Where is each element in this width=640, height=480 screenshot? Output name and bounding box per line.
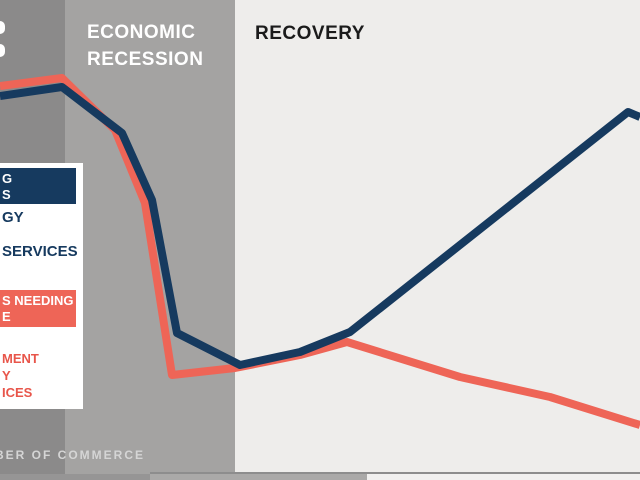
- legend-gaining-header: G S: [0, 168, 76, 204]
- recession-label-line1: ECONOMIC: [87, 22, 196, 43]
- bottom-strip-light: [367, 474, 640, 480]
- clipped-text-fragment: [0, 21, 5, 34]
- legend-gaining-header-line1: G: [2, 171, 13, 186]
- recession-phase-label: ECONOMIC RECESSION: [87, 19, 203, 73]
- bottom-strip-dark: [0, 474, 150, 480]
- legend-needing-item: ICES: [2, 385, 33, 400]
- legend-gaining-item: SERVICES: [2, 243, 78, 260]
- legend-needing-item: MENT: [2, 351, 39, 366]
- source-attribution: BER OF COMMERCE: [0, 448, 145, 462]
- legend-needing-item: Y: [2, 368, 11, 383]
- recession-label-line2: RECESSION: [87, 49, 204, 70]
- bottom-divider: [150, 472, 640, 474]
- legend-needing-header: S NEEDING E: [0, 290, 76, 327]
- bottom-strip-mid: [150, 474, 367, 480]
- recovery-band: [235, 0, 640, 474]
- legend-needing-header-line2: E: [2, 309, 11, 324]
- legend-gaining-header-line2: S: [2, 187, 11, 202]
- clipped-text-fragment: [0, 44, 5, 57]
- legend-needing-header-line1: S NEEDING: [2, 293, 74, 308]
- legend-box: G S GY SERVICES S NEEDING E MENT Y ICES: [0, 163, 83, 409]
- legend-gaining-item: GY: [2, 209, 24, 226]
- recovery-phase-label: RECOVERY: [255, 23, 365, 44]
